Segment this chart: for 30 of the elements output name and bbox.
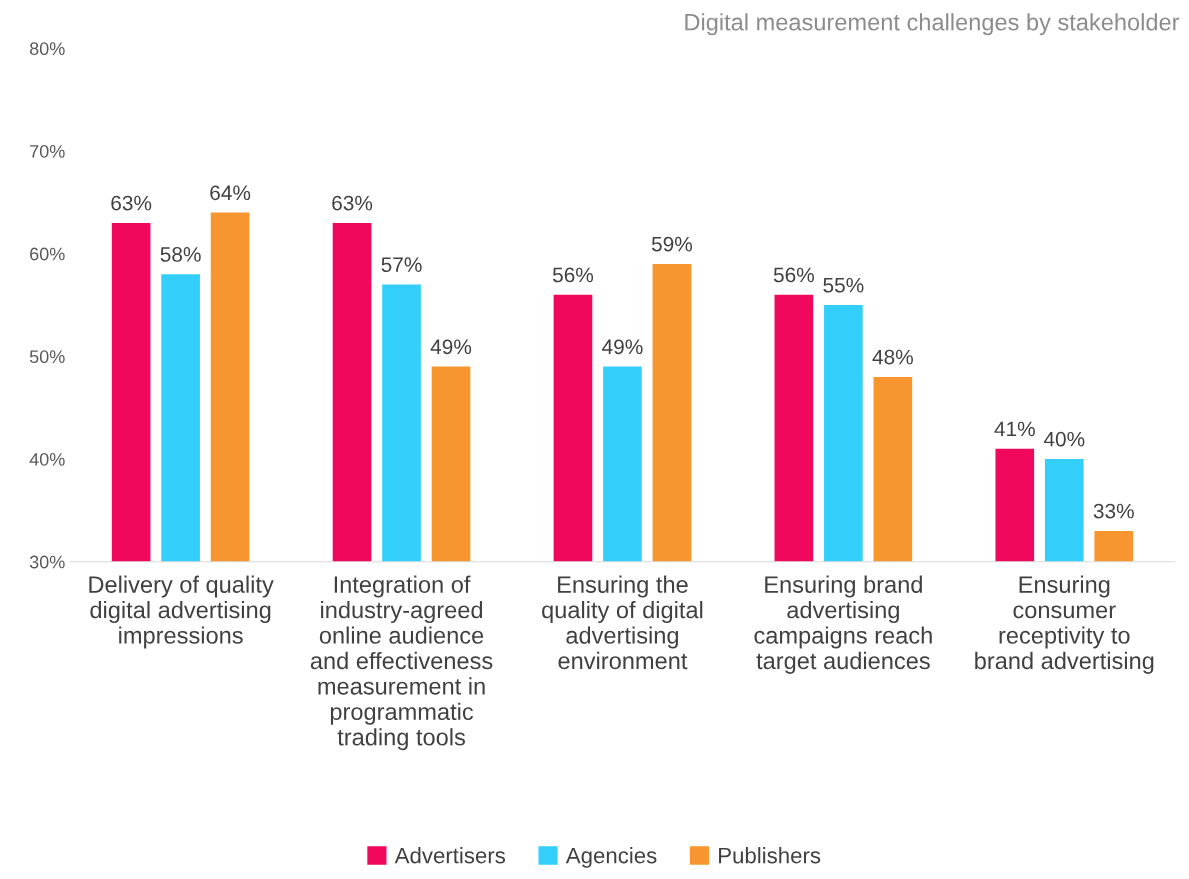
y-tick-label: 80%: [29, 42, 65, 56]
legend-label: Advertisers: [394, 847, 506, 864]
data-label: 56%: [552, 267, 594, 283]
data-label: 56%: [773, 267, 814, 283]
chart-title: Digital measurement challenges by stakeholder: [685, 13, 1180, 36]
data-label: 49%: [602, 339, 643, 355]
x-tick-label: Ensuring brand advertising campaigns reach target audiences: [754, 575, 932, 674]
y-tick-label: 70%: [30, 144, 65, 158]
data-label: 63%: [111, 195, 152, 211]
data-label: 40%: [1043, 431, 1085, 447]
y-tick-label: 60%: [30, 247, 65, 261]
data-label: 57%: [381, 257, 422, 273]
data-label: 49%: [430, 339, 472, 355]
data-label: 63%: [332, 195, 373, 211]
data-label: 59%: [651, 236, 693, 252]
y-tick-label: 30%: [29, 555, 65, 569]
x-tick-label: Ensuring the quality of digital advertising environment: [542, 575, 703, 670]
data-label: 55%: [823, 277, 864, 293]
data-label: 64%: [210, 185, 251, 201]
data-label: 58%: [160, 247, 201, 262]
y-tick-label: 50%: [29, 350, 65, 364]
y-tick-label: 40%: [29, 452, 65, 466]
data-label: 41%: [994, 421, 1035, 437]
data-label: 33%: [1093, 503, 1134, 519]
x-tick-label: Delivery of quality digital advertising impressions: [89, 575, 274, 649]
x-tick-label: Integration of industry-agreed online audience and effectiveness measurement in programmatic trading tools: [310, 575, 493, 751]
x-tick-label: Ensuring consumer receptivity to brand advertising: [975, 575, 1154, 674]
data-label: 48%: [872, 349, 913, 365]
legend-label: Publishers: [719, 847, 821, 864]
legend-label: Agencies: [565, 847, 657, 868]
